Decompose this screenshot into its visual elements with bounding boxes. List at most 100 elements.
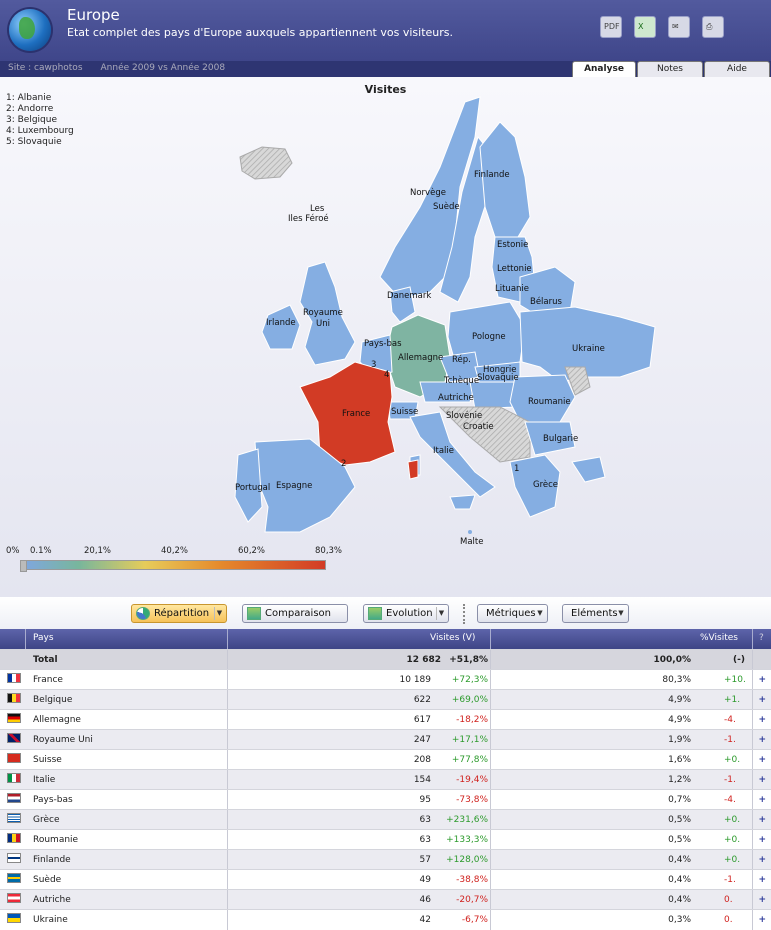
country-name[interactable]: Ukraine <box>33 915 68 925</box>
pct-delta: +0. <box>724 835 741 845</box>
total-pct: 100,0% <box>653 655 692 665</box>
col-pays[interactable]: Pays <box>33 633 54 643</box>
table-row[interactable]: Ukraine 42 -6,7% 0,3% 0. + <box>0 909 771 930</box>
help-icon[interactable]: ? <box>759 633 764 643</box>
col-divider <box>752 810 753 830</box>
country-name[interactable]: France <box>33 675 63 685</box>
map-label: 3 <box>371 360 376 370</box>
col-divider <box>227 790 228 810</box>
period-label: Année 2009 vs Année 2008 <box>100 63 226 73</box>
map-label: Royaume <box>303 308 343 318</box>
expand-plus-icon[interactable]: + <box>758 755 766 765</box>
pdf-icon[interactable]: PDF <box>600 16 622 38</box>
spain-region <box>254 438 356 533</box>
pct-delta: +0. <box>724 855 741 865</box>
repartition-label: Répartition <box>154 608 210 619</box>
chevron-down-icon[interactable]: ▼ <box>436 607 446 620</box>
email-icon[interactable]: ✉ <box>668 16 690 38</box>
expand-plus-icon[interactable]: + <box>758 715 766 725</box>
expand-plus-icon[interactable]: + <box>758 735 766 745</box>
expand-plus-icon[interactable]: + <box>758 815 766 825</box>
col-divider <box>752 790 753 810</box>
table-row[interactable]: Finlande 57 +128,0% 0,4% +0. + <box>0 849 771 870</box>
visits-value: 63 <box>419 835 431 845</box>
expand-plus-icon[interactable]: + <box>758 875 766 885</box>
table-row[interactable]: Suède 49 -38,8% 0,4% -1. + <box>0 869 771 890</box>
col-pct-visites[interactable]: %Visites <box>700 633 738 643</box>
expand-plus-icon[interactable]: + <box>758 895 766 905</box>
table-row[interactable]: Grèce 63 +231,6% 0,5% +0. + <box>0 809 771 830</box>
flag-se-icon <box>7 873 21 883</box>
country-name[interactable]: Suède <box>33 875 62 885</box>
legend-item: 1: Albanie <box>6 93 52 103</box>
expand-plus-icon[interactable]: + <box>758 795 766 805</box>
country-name[interactable]: Autriche <box>33 895 71 905</box>
expand-plus-icon[interactable]: + <box>758 695 766 705</box>
col-divider <box>227 670 228 690</box>
table-row[interactable]: Autriche 46 -20,7% 0,4% 0. + <box>0 889 771 910</box>
expand-plus-icon[interactable]: + <box>758 855 766 865</box>
map-label: Croatie <box>463 422 494 432</box>
col-divider <box>490 870 491 890</box>
greece-region <box>509 454 561 518</box>
country-name[interactable]: Belgique <box>33 695 73 705</box>
flag-it-icon <box>7 773 21 783</box>
header-flag-cell <box>0 629 26 649</box>
tab-analyse[interactable]: Analyse <box>572 61 636 77</box>
table-row[interactable]: Allemagne 617 -18,2% 4,9% -4. + <box>0 709 771 730</box>
tab-aide[interactable]: Aide <box>704 61 770 77</box>
table-row[interactable]: France 10 189 +72,3% 80,3% +10. + <box>0 669 771 690</box>
chevron-down-icon[interactable]: ▼ <box>214 607 224 620</box>
col-divider <box>490 910 491 930</box>
corsica-region <box>407 459 419 480</box>
col-divider <box>227 690 228 710</box>
map-label: Ukraine <box>572 344 605 354</box>
pct-value: 0,3% <box>668 915 691 925</box>
country-name[interactable]: Pays-bas <box>33 795 73 805</box>
col-divider <box>752 830 753 850</box>
table-row[interactable]: Roumanie 63 +133,3% 0,5% +0. + <box>0 829 771 850</box>
country-name[interactable]: Roumanie <box>33 835 79 845</box>
col-divider <box>227 850 228 870</box>
country-name[interactable]: Grèce <box>33 815 60 825</box>
tab-notes[interactable]: Notes <box>637 61 703 77</box>
visits-value: 154 <box>413 775 431 785</box>
country-name[interactable]: Italie <box>33 775 56 785</box>
pie-chart-icon <box>136 607 150 620</box>
repartition-button[interactable]: Répartition ▼ <box>131 604 227 623</box>
table-row[interactable]: Belgique 622 +69,0% 4,9% +1. + <box>0 689 771 710</box>
country-name[interactable]: Allemagne <box>33 715 81 725</box>
visits-value: 10 189 <box>399 675 432 685</box>
col-visites[interactable]: Visites (V) <box>430 633 476 643</box>
col-divider <box>227 629 228 649</box>
comparaison-button[interactable]: Comparaison <box>242 604 348 623</box>
table-row[interactable]: Royaume Uni 247 +17,1% 1,9% -1. + <box>0 729 771 750</box>
expand-plus-icon[interactable]: + <box>758 915 766 925</box>
legend-item: 3: Belgique <box>6 115 57 125</box>
expand-plus-icon[interactable]: + <box>758 775 766 785</box>
metriques-label: Métriques <box>486 608 536 619</box>
map-label: Lettonie <box>497 264 532 274</box>
table-row[interactable]: Pays-bas 95 -73,8% 0,7% -4. + <box>0 789 771 810</box>
metriques-button[interactable]: Métriques ▼ <box>477 604 548 623</box>
scale-label: 40,2% <box>161 546 189 556</box>
visits-value: 617 <box>413 715 431 725</box>
country-name[interactable]: Suisse <box>33 755 62 765</box>
small-country-legend: 1: Albanie 2: Andorre 3: Belgique 4: Lux… <box>6 93 74 148</box>
europe-map[interactable]: Les Iles Féroé Norvège Suède Finlande Es… <box>0 77 771 547</box>
expand-plus-icon[interactable]: + <box>758 835 766 845</box>
table-row[interactable]: Suisse 208 +77,8% 1,6% +0. + <box>0 749 771 770</box>
scale-label: 60,2% <box>238 546 266 556</box>
print-icon[interactable]: ⎙ <box>702 16 724 38</box>
table-row[interactable]: Italie 154 -19,4% 1,2% -1. + <box>0 769 771 790</box>
col-divider <box>490 730 491 750</box>
country-name[interactable]: Royaume Uni <box>33 735 93 745</box>
visits-delta: -73,8% <box>456 795 488 805</box>
expand-plus-icon[interactable]: + <box>758 675 766 685</box>
country-name[interactable]: Finlande <box>33 855 71 865</box>
evolution-button[interactable]: Evolution ▼ <box>363 604 449 623</box>
elements-button[interactable]: Eléments ▼ <box>562 604 629 623</box>
legend-item: 4: Luxembourg <box>6 126 74 136</box>
excel-icon[interactable]: X <box>634 16 656 38</box>
turkey-region <box>571 456 606 483</box>
